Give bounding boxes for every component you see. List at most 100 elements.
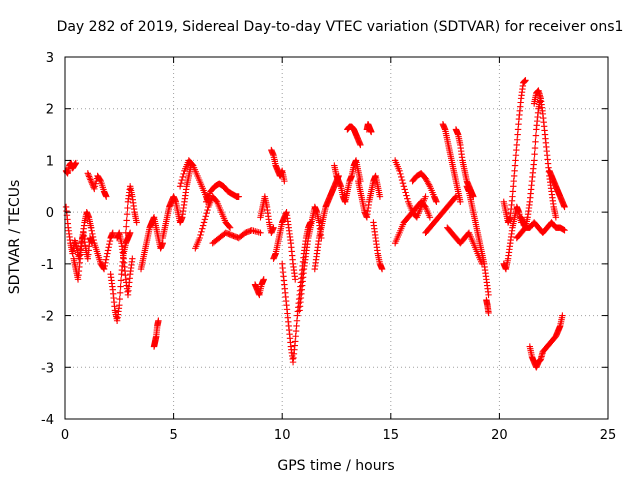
- data-point: [177, 179, 185, 187]
- data-point: [485, 309, 492, 317]
- x-tick-label: 10: [274, 428, 291, 443]
- series-arc: [500, 77, 529, 226]
- y-axis-label: SDTVAR / TECUs: [7, 180, 23, 295]
- data-point: [457, 198, 464, 205]
- data-point: [397, 170, 404, 178]
- axis-ticks: 0 5 10 15 20 25 -4 -3 -2 -1 0 1 2 3: [41, 51, 616, 443]
- data-point: [396, 167, 403, 174]
- series-arc: [530, 87, 560, 221]
- data-point: [85, 171, 92, 179]
- data-point: [72, 159, 80, 167]
- data-point: [532, 138, 539, 146]
- data-point: [129, 255, 136, 262]
- data-point: [155, 317, 162, 324]
- series-arc: [87, 224, 116, 273]
- data-point: [399, 179, 407, 187]
- y-tick-label: -2: [41, 310, 54, 325]
- data-point: [426, 214, 434, 221]
- data-point: [402, 189, 409, 196]
- x-tick-label: 0: [61, 428, 69, 443]
- data-point: [270, 224, 277, 231]
- series-arc: [513, 219, 568, 242]
- data-point: [376, 193, 384, 200]
- data-point: [101, 262, 108, 270]
- series-arc: [422, 193, 460, 237]
- series-arc: [209, 227, 264, 247]
- data-point: [196, 234, 203, 242]
- data-point: [88, 179, 95, 186]
- series-arc: [344, 123, 364, 149]
- series-arc: [546, 167, 568, 211]
- data-point: [404, 195, 411, 202]
- data-point: [123, 223, 130, 230]
- data-point: [281, 177, 288, 185]
- data-point: [90, 184, 97, 191]
- chart-title: Day 282 of 2019, Sidereal Day-to-day VTE…: [57, 19, 624, 35]
- data-point: [102, 256, 110, 263]
- data-point: [124, 204, 131, 212]
- data-point: [400, 183, 408, 190]
- data-point: [179, 173, 186, 181]
- data-point: [178, 176, 186, 184]
- data-point: [100, 265, 108, 273]
- data-point: [235, 193, 242, 200]
- x-tick-label: 25: [600, 428, 617, 443]
- data-point: [531, 151, 538, 158]
- data-point: [176, 183, 184, 190]
- series-arc: [70, 208, 95, 283]
- data-point: [116, 289, 124, 297]
- data-point: [88, 227, 95, 234]
- data-point: [425, 181, 433, 188]
- data-point: [561, 203, 568, 211]
- data-point: [522, 77, 529, 84]
- series-arc: [159, 162, 195, 242]
- data-point: [104, 250, 111, 257]
- data-point: [96, 176, 104, 184]
- data-point: [123, 211, 131, 218]
- y-tick-label: -1: [41, 258, 54, 273]
- data-point: [133, 219, 140, 226]
- data-point: [532, 132, 540, 139]
- x-axis-label: GPS time / hours: [277, 458, 394, 474]
- y-tick-label: 3: [46, 51, 54, 66]
- series-arc: [452, 126, 477, 200]
- series-arc: [122, 183, 140, 237]
- data-point: [552, 214, 560, 221]
- data-point: [531, 144, 539, 152]
- y-tick-label: 2: [46, 103, 54, 118]
- data-marks: [62, 77, 568, 371]
- series-arc: [270, 208, 299, 283]
- data-point: [260, 276, 267, 283]
- data-point: [102, 259, 109, 267]
- series-arc: [84, 170, 110, 200]
- x-tick-label: 5: [169, 428, 177, 443]
- data-point: [103, 253, 110, 260]
- series-arc: [526, 312, 566, 371]
- series-arc: [517, 95, 544, 231]
- data-point: [104, 247, 112, 254]
- data-point: [106, 237, 114, 245]
- data-point: [357, 141, 364, 149]
- series-arc: [355, 172, 384, 221]
- data-point: [105, 244, 112, 251]
- series-arc: [150, 317, 162, 350]
- data-point: [422, 193, 429, 200]
- data-point: [106, 241, 113, 248]
- series-arc: [62, 159, 80, 177]
- series-arc: [463, 183, 492, 299]
- data-point: [123, 217, 130, 224]
- series-arc: [202, 180, 242, 205]
- data-point: [89, 230, 96, 238]
- data-point: [226, 224, 234, 231]
- y-tick-label: 0: [46, 206, 54, 221]
- data-point: [202, 213, 209, 220]
- y-tick-label: -4: [41, 413, 54, 428]
- data-point: [87, 176, 94, 183]
- data-point: [378, 265, 386, 273]
- series-arc: [268, 146, 288, 185]
- data-point: [117, 283, 124, 290]
- data-point: [116, 295, 123, 303]
- data-point: [122, 229, 130, 237]
- data-point: [103, 193, 110, 200]
- data-point: [201, 216, 209, 223]
